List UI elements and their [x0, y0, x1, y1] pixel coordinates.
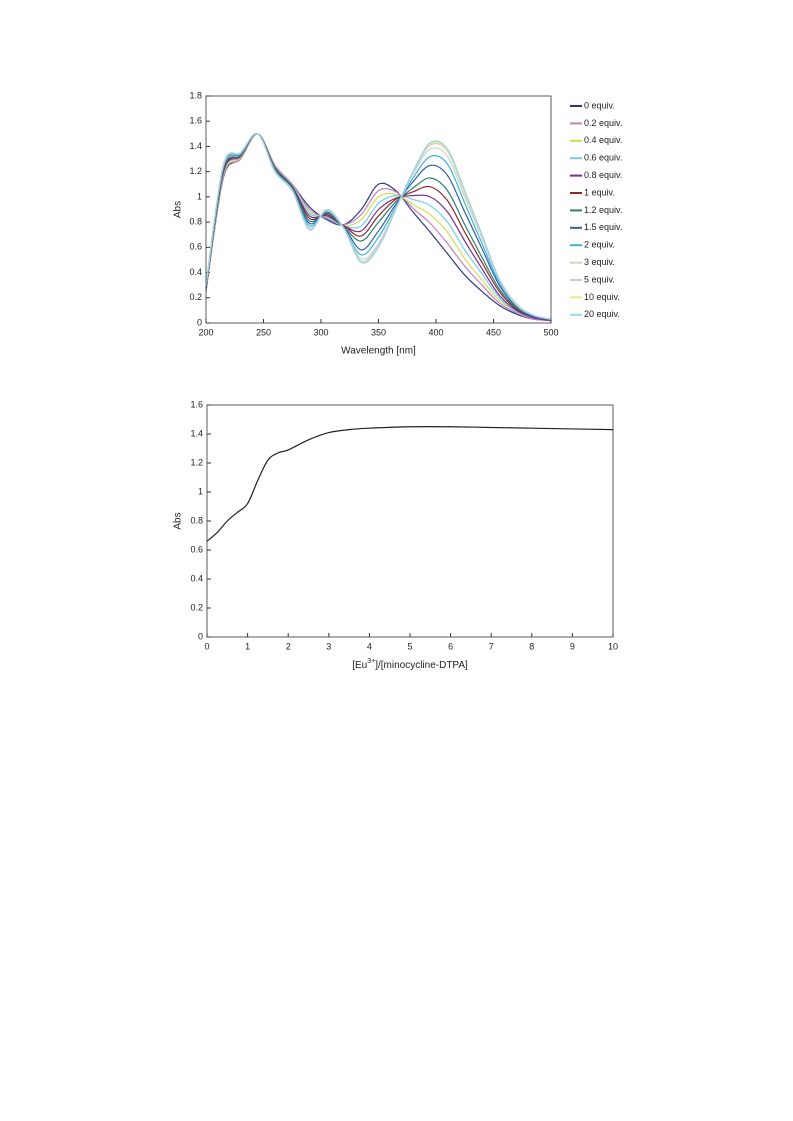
data-line	[206, 133, 551, 320]
y-tick-label: 1.2	[189, 166, 202, 176]
x-tick-label: 4	[367, 641, 372, 651]
y-tick-label: 1.6	[189, 116, 202, 126]
x-tick-label: 1	[245, 641, 250, 651]
x-axis-title: [Eu3+]/[minocycline-DTPA]	[352, 658, 468, 670]
y-axis-title: Abs	[173, 201, 184, 218]
x-tick-label: 200	[198, 327, 213, 337]
plot-frame	[206, 404, 614, 638]
legend-label: 10 equiv.	[584, 292, 620, 302]
x-tick-label: 350	[371, 327, 386, 337]
y-tick-label: 0.8	[189, 216, 202, 226]
y-axis-title: Abs	[173, 512, 184, 529]
x-tick-label: 6	[448, 641, 453, 651]
x-tick-label: 0	[204, 641, 209, 651]
y-tick-label: 1.4	[190, 428, 203, 438]
legend-label: 20 equiv.	[584, 309, 620, 319]
x-tick-label: 500	[543, 327, 558, 337]
x-axis-title-part: [Eu	[352, 660, 367, 671]
x-tick-label: 250	[256, 327, 271, 337]
x-tick-label: 400	[428, 327, 443, 337]
y-tick-label: 0.8	[190, 515, 203, 525]
y-tick-label: 1.4	[189, 141, 202, 151]
legend-label: 1 equiv.	[584, 187, 615, 197]
y-tick-label: 0.4	[190, 573, 203, 583]
x-tick-label: 3	[326, 641, 331, 651]
y-tick-label: 0.6	[189, 242, 202, 252]
x-tick-label: 10	[608, 641, 618, 651]
y-tick-label: 0.4	[189, 267, 202, 277]
x-tick-label: 7	[489, 641, 494, 651]
legend-label: 5 equiv.	[584, 274, 615, 284]
x-tick-label: 450	[486, 327, 501, 337]
y-tick-label: 1.6	[190, 399, 203, 409]
legend-label: 0.8 equiv.	[584, 170, 622, 180]
legend-label: 2 equiv.	[584, 240, 615, 250]
y-tick-label: 0	[198, 631, 203, 641]
x-tick-label: 8	[529, 641, 534, 651]
legend-label: 0.4 equiv.	[584, 135, 622, 145]
legend-label: 1.5 equiv.	[584, 222, 622, 232]
x-axis-title-part: 3+	[367, 658, 375, 665]
y-tick-label: 0	[197, 317, 202, 327]
x-axis-title-part: ]/[minocycline-DTPA]	[375, 660, 468, 671]
legend-label: 0.6 equiv.	[584, 153, 622, 163]
y-tick-label: 0.2	[190, 602, 203, 612]
data-line	[207, 426, 613, 542]
legend-label: 3 equiv.	[584, 257, 615, 267]
legend-label: 1.2 equiv.	[584, 205, 622, 215]
y-tick-label: 1.8	[189, 90, 202, 100]
data-line	[206, 132, 551, 320]
legend-label: 0 equiv.	[584, 100, 615, 110]
x-tick-label: 2	[286, 641, 291, 651]
y-tick-label: 1	[198, 486, 203, 496]
y-tick-label: 0.6	[190, 544, 203, 554]
plot-frame	[205, 95, 552, 324]
y-tick-label: 0.2	[189, 292, 202, 302]
legend-label: 0.2 equiv.	[584, 118, 622, 128]
x-tick-label: 9	[570, 641, 575, 651]
x-tick-label: 300	[313, 327, 328, 337]
y-tick-label: 1	[197, 191, 202, 201]
y-tick-label: 1.2	[190, 457, 203, 467]
x-axis-title: Wavelength [nm]	[341, 346, 416, 357]
x-tick-label: 5	[407, 641, 412, 651]
